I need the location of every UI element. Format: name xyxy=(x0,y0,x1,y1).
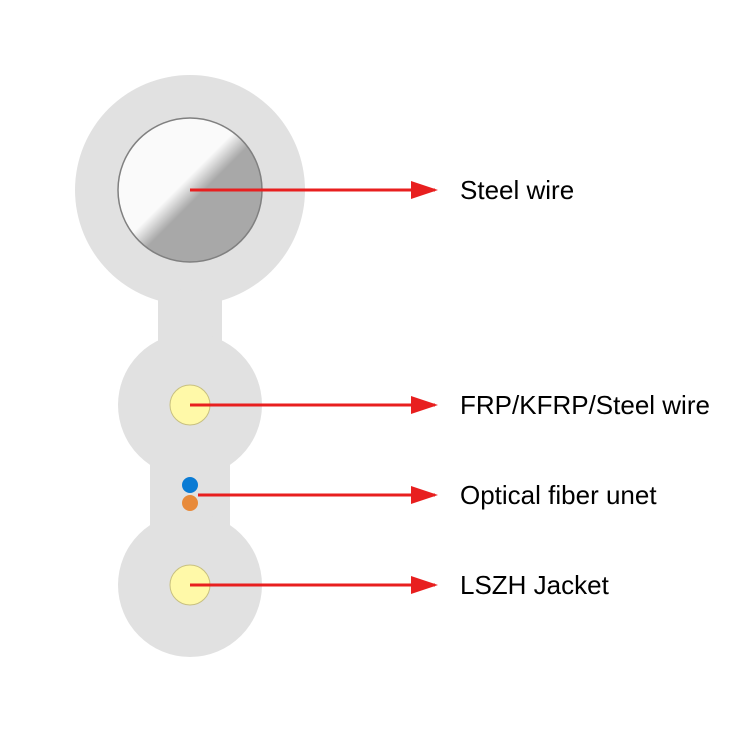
cable-diagram xyxy=(0,0,750,750)
label-steel_wire: Steel wire xyxy=(460,175,574,206)
label-frp: FRP/KFRP/Steel wire xyxy=(460,390,710,421)
label-jacket: LSZH Jacket xyxy=(460,570,609,601)
label-fiber: Optical fiber unet xyxy=(460,480,657,511)
fiber-orange-icon xyxy=(182,495,198,511)
fiber-blue-icon xyxy=(182,477,198,493)
